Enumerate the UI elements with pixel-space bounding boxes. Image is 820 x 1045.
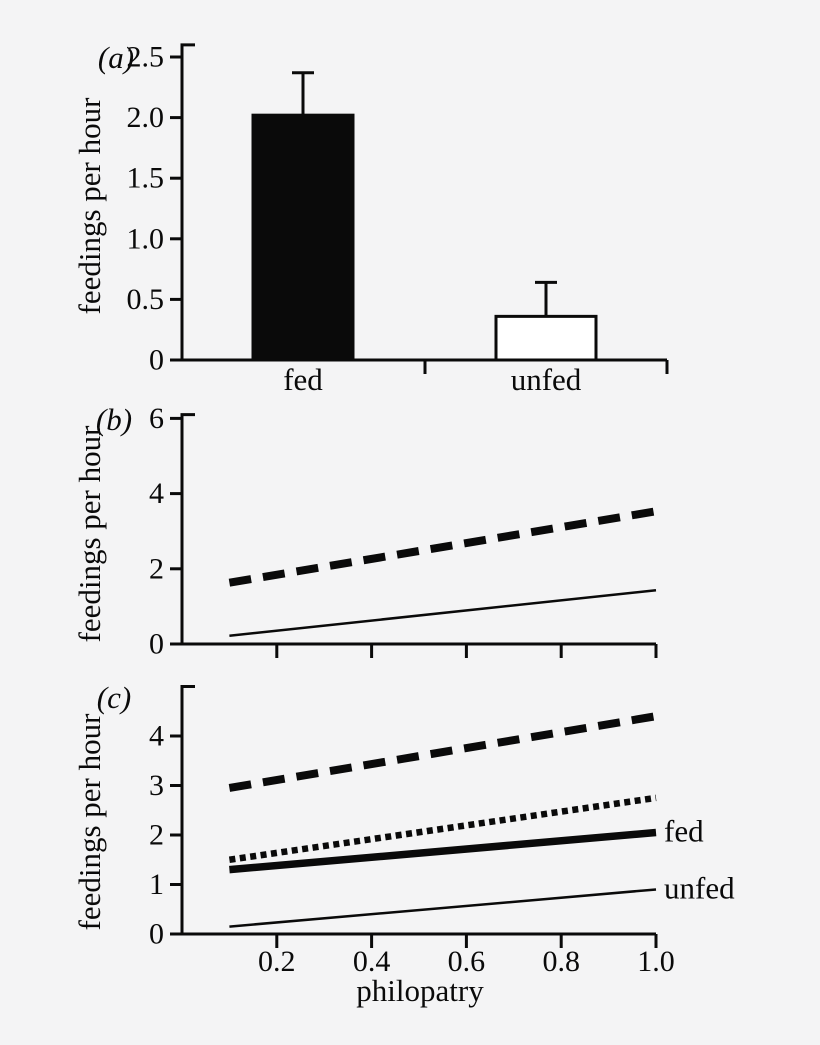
y-axis-title: feedings per hour: [72, 713, 107, 931]
y-tick-label: 4: [149, 477, 164, 510]
series-line-thin-solid: [229, 588, 657, 637]
y-tick-label: 4: [149, 720, 164, 753]
panel-c: 0 1 2 3 4 feedings per hour(c) 0.2 0.4 0.6 0.8 1.0…: [72, 680, 735, 1008]
x-tick-label: 1.0: [637, 945, 675, 978]
y-tick-label: 6: [149, 402, 164, 435]
y-tick-label: 0.5: [127, 283, 165, 316]
x-axis-title: philopatry: [356, 973, 484, 1008]
y-tick-label: 2: [149, 552, 164, 585]
x-tick-label: 0.2: [258, 945, 296, 978]
panel-label: (a): [98, 40, 134, 75]
y-axis: [180, 413, 195, 644]
y-axis: [180, 685, 195, 934]
y-tick-label: 0: [149, 344, 164, 377]
y-tick-label: 0: [149, 628, 164, 661]
y-axis: [180, 43, 195, 360]
series-line-unfed: [229, 888, 657, 928]
series-line-fed: [229, 828, 657, 874]
y-tick-label: 2.0: [127, 101, 165, 134]
y-axis-title: feedings per hour: [72, 97, 107, 315]
y-tick-label: 1: [149, 868, 164, 901]
bar-unfed: [494, 314, 598, 362]
y-tick-label: 3: [149, 769, 164, 802]
x-tick-label: 0.8: [542, 945, 580, 978]
y-tick-label: 2: [149, 819, 164, 852]
y-tick-label: 1.0: [127, 222, 165, 255]
y-tick-label: 0: [149, 918, 164, 951]
series-line-thick-dotted: [228, 794, 657, 863]
panel-a: 0 0.5 1.0 1.5 2.0 2.5 feedings per hour (a) fed u…: [72, 40, 669, 397]
category-label-unfed: unfed: [511, 362, 582, 397]
bar-fed: [251, 113, 355, 362]
x-tick-label: 0.4: [353, 945, 391, 978]
panel-label: (c): [97, 680, 131, 715]
y-axis-title: feedings per hour: [72, 425, 107, 643]
panel-b: 0 2 4 6 feedings per hour(b): [72, 402, 658, 661]
series-label-fed: fed: [664, 814, 704, 849]
y-tick-label: 1.5: [127, 162, 165, 195]
series-label-unfed: unfed: [664, 870, 735, 905]
series-line-thick-dashed: [228, 712, 657, 792]
y-tick-label: 2.5: [127, 41, 165, 74]
category-label-fed: fed: [283, 362, 323, 397]
series-line-thick-dashed: [228, 507, 657, 587]
x-tick-label: 0.6: [448, 945, 486, 978]
panel-label: (b): [96, 402, 132, 437]
